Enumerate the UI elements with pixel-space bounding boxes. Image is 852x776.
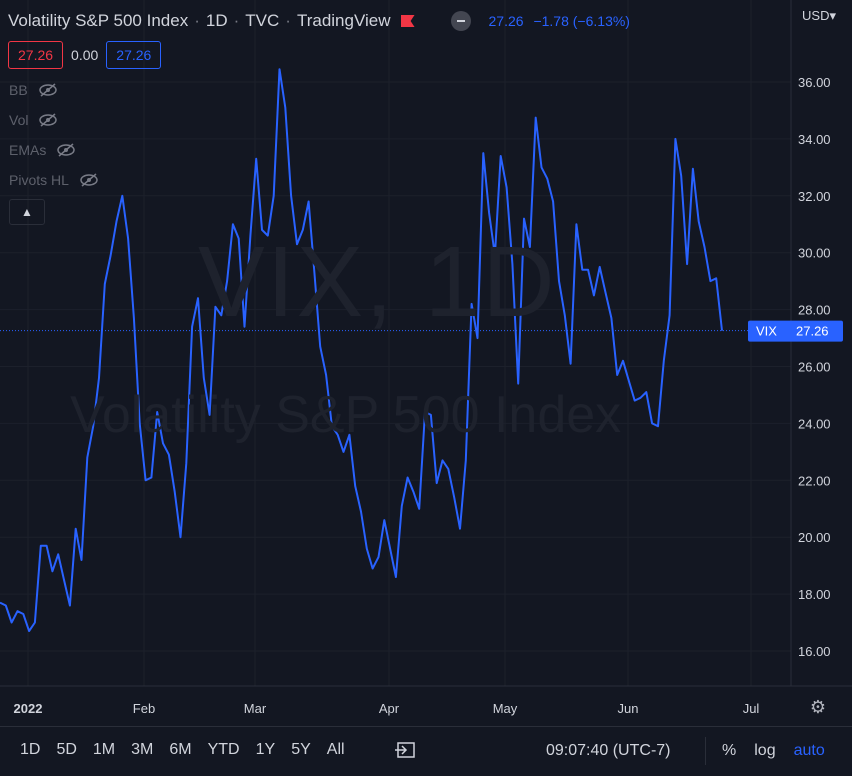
time-axis[interactable]: 2022 Feb Mar Apr May Jun Jul xyxy=(14,701,760,716)
symbol-name[interactable]: Volatility S&P 500 Index xyxy=(8,11,189,30)
range-1m[interactable]: 1M xyxy=(92,741,116,758)
price-chart[interactable]: 16.00 18.00 20.00 22.00 24.00 26.00 28.00 30.00… xyxy=(0,0,852,726)
y-tick-label: 24.00 xyxy=(798,416,831,431)
buy-box[interactable]: 27.26 xyxy=(106,41,162,69)
indicator-pivots-hl[interactable]: Pivots HL xyxy=(9,172,99,188)
watermark-symbol: VIX, 1D xyxy=(198,226,557,338)
y-tick-label: 26.00 xyxy=(798,360,831,375)
interval[interactable]: 1D xyxy=(205,11,228,30)
source: TradingView xyxy=(296,11,391,30)
range-1y[interactable]: 1Y xyxy=(255,741,276,758)
indicator-label: EMAs xyxy=(9,142,47,158)
x-tick-label: Apr xyxy=(379,701,400,716)
exchange: TVC xyxy=(245,11,280,30)
y-tick-label: 36.00 xyxy=(798,75,831,90)
legend-header[interactable]: Volatility S&P 500 Index · 1D · TVC · Tr… xyxy=(8,11,630,31)
indicator-label: Pivots HL xyxy=(9,172,69,188)
price-label-value: 27.26 xyxy=(796,324,829,339)
x-tick-label: Jul xyxy=(743,701,760,716)
flag-icon[interactable] xyxy=(400,15,415,27)
price-label-ticker: VIX xyxy=(756,324,777,339)
range-ytd[interactable]: YTD xyxy=(207,741,240,758)
eye-off-icon[interactable] xyxy=(38,82,58,98)
bid-ask-row: 27.26 0.00 27.26 xyxy=(8,41,162,69)
minus-circle-icon[interactable] xyxy=(450,11,471,31)
indicator-emas[interactable]: EMAs xyxy=(9,142,76,158)
y-tick-label: 28.00 xyxy=(798,303,831,318)
last-price: 27.26 xyxy=(488,13,524,29)
eye-off-icon[interactable] xyxy=(79,172,99,188)
y-tick-label: 20.00 xyxy=(798,530,831,545)
x-tick-label: Feb xyxy=(133,701,155,716)
currency-selector[interactable]: USD▾ xyxy=(802,8,836,24)
indicator-vol[interactable]: Vol xyxy=(9,112,58,128)
settings-gear-icon[interactable]: ⚙ xyxy=(809,697,826,717)
range-5y[interactable]: 5Y xyxy=(291,741,311,758)
x-tick-label: Jun xyxy=(618,701,639,716)
range-6m[interactable]: 6M xyxy=(169,741,192,758)
toolbar-divider xyxy=(705,737,706,765)
clock-time[interactable]: 09:07:40 (UTC-7) xyxy=(546,742,671,759)
y-tick-label: 30.00 xyxy=(798,246,831,261)
grid-lines xyxy=(0,0,791,686)
sell-box[interactable]: 27.26 xyxy=(8,41,64,69)
y-tick-label: 16.00 xyxy=(798,644,831,659)
x-tick-label: 2022 xyxy=(14,701,43,716)
range-all[interactable]: All xyxy=(326,741,345,758)
spread-value: 0.00 xyxy=(71,47,99,63)
currency-label: USD xyxy=(802,8,830,23)
indicator-label: Vol xyxy=(9,112,29,128)
chevron-up-icon: ▲ xyxy=(21,205,33,219)
y-tick-label: 22.00 xyxy=(798,473,831,488)
y-tick-label: 34.00 xyxy=(798,132,831,147)
compare-range-icon[interactable] xyxy=(394,740,416,760)
percent-toggle[interactable]: % xyxy=(722,742,737,759)
x-tick-label: Mar xyxy=(244,701,267,716)
chevron-down-icon: ▾ xyxy=(829,8,836,23)
price-change: −1.78 (−6.13%) xyxy=(533,13,630,29)
range-1d[interactable]: 1D xyxy=(20,741,41,758)
collapse-legend-button[interactable]: ▲ xyxy=(9,199,45,225)
range-3m[interactable]: 3M xyxy=(131,741,154,758)
x-tick-label: May xyxy=(493,701,518,716)
scale-options: % log auto xyxy=(722,742,825,760)
indicator-bb[interactable]: BB xyxy=(9,82,58,98)
y-tick-label: 32.00 xyxy=(798,189,831,204)
series-line-vix xyxy=(0,68,723,633)
price-axis[interactable]: 16.00 18.00 20.00 22.00 24.00 26.00 28.00 30.00… xyxy=(798,75,831,659)
indicator-label: BB xyxy=(9,82,28,98)
range-selector: 1D 5D 1M 3M 6M YTD 1Y 5Y All xyxy=(12,741,353,759)
auto-toggle[interactable]: auto xyxy=(793,742,825,759)
eye-off-icon[interactable] xyxy=(56,142,76,158)
eye-off-icon[interactable] xyxy=(38,112,58,128)
log-toggle[interactable]: log xyxy=(754,742,776,759)
price-label: VIX 27.26 xyxy=(748,320,843,342)
range-5d[interactable]: 5D xyxy=(56,741,77,758)
y-tick-label: 18.00 xyxy=(798,587,831,602)
bottom-toolbar: 1D 5D 1M 3M 6M YTD 1Y 5Y All 09:07:40 (U… xyxy=(0,726,852,776)
watermark-name: Volatility S&P 500 Index xyxy=(70,386,622,444)
